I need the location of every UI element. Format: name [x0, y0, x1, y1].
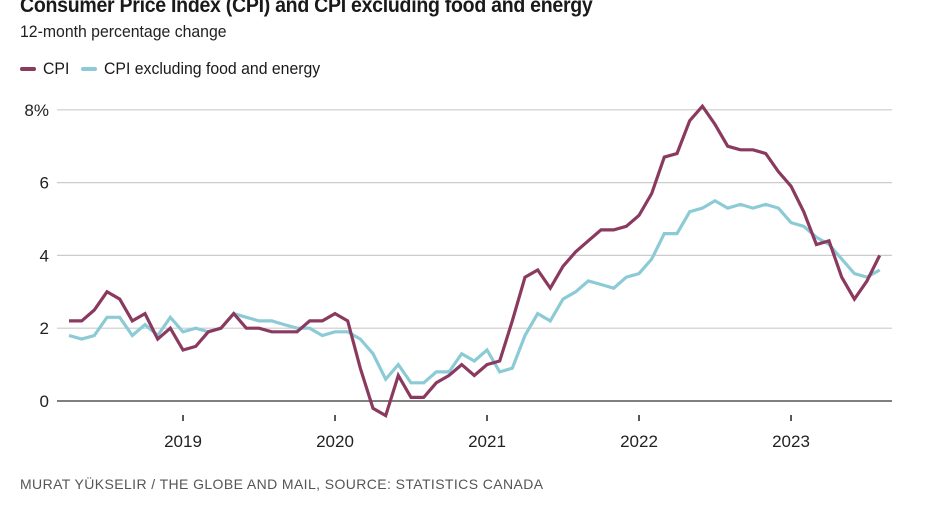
x-tick-label: 2022	[620, 432, 658, 451]
x-tick-label: 2021	[468, 432, 506, 451]
core-cpi-series-line	[68, 198, 881, 385]
chart-subtitle: 12-month percentage change	[20, 22, 227, 41]
source-credit: MURAT YÜKSELIR / THE GLOBE AND MAIL, SOU…	[20, 476, 544, 492]
legend: CPI CPI excluding food and energy	[20, 59, 347, 79]
cpi-series-line	[69, 103, 882, 418]
legend-label-core-cpi: CPI excluding food and energy	[104, 59, 321, 78]
y-tick-label: 4	[40, 246, 49, 265]
chart-title: Consumer Price Index (CPI) and CPI exclu…	[20, 0, 593, 17]
legend-item-core-cpi: CPI excluding food and energy	[81, 59, 337, 79]
x-tick-label: 2023	[772, 432, 810, 451]
x-tick-label: 2019	[164, 432, 202, 451]
legend-item-cpi: CPI	[20, 59, 71, 79]
y-tick-label: 6	[40, 174, 49, 193]
y-tick-label: 0	[40, 392, 49, 411]
y-tick-label: 2	[40, 319, 49, 338]
legend-label-cpi: CPI	[43, 59, 70, 78]
y-tick-label: 8%	[24, 101, 49, 120]
legend-swatch-core-cpi	[81, 67, 98, 71]
x-tick-label: 2020	[316, 432, 354, 451]
legend-swatch-cpi	[20, 67, 36, 71]
